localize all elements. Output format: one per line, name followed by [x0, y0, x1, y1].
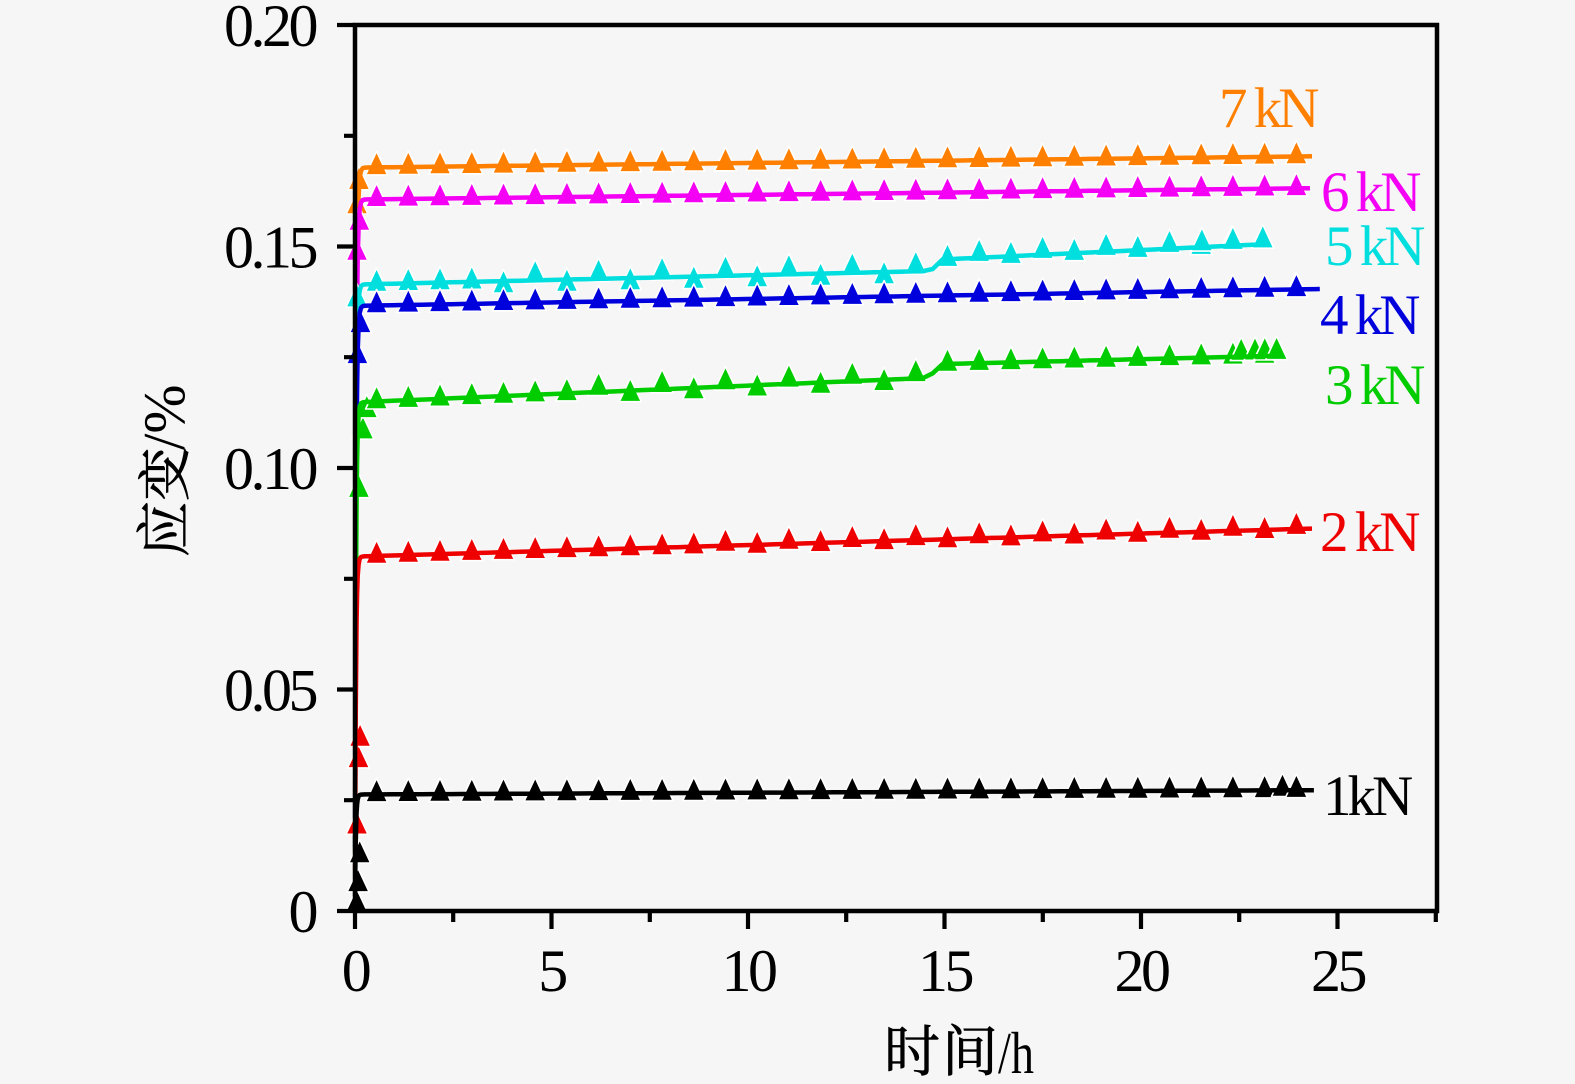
svg-text:0: 0	[342, 938, 370, 1004]
svg-text:2 kN: 2 kN	[1320, 501, 1419, 564]
svg-text:0.10: 0.10	[224, 436, 317, 502]
svg-text:1kN: 1kN	[1323, 765, 1412, 828]
svg-text:3 kN: 3 kN	[1325, 354, 1424, 417]
svg-text:0.05: 0.05	[224, 658, 317, 724]
svg-text:0.15: 0.15	[224, 215, 317, 281]
svg-text:0.20: 0.20	[224, 0, 317, 59]
svg-text:/%: /%	[131, 384, 197, 450]
svg-text:5 kN: 5 kN	[1325, 215, 1424, 278]
svg-text:15: 15	[918, 938, 973, 1004]
svg-text:4 kN: 4 kN	[1320, 284, 1419, 347]
svg-text:7 kN: 7 kN	[1219, 77, 1318, 140]
svg-text:6 kN: 6 kN	[1321, 161, 1420, 224]
svg-text:10: 10	[722, 938, 777, 1004]
svg-text:/h: /h	[998, 1020, 1034, 1084]
svg-text:5: 5	[538, 938, 566, 1004]
svg-text:25: 25	[1311, 938, 1366, 1004]
svg-text:20: 20	[1115, 938, 1170, 1004]
svg-text:0: 0	[289, 879, 317, 945]
